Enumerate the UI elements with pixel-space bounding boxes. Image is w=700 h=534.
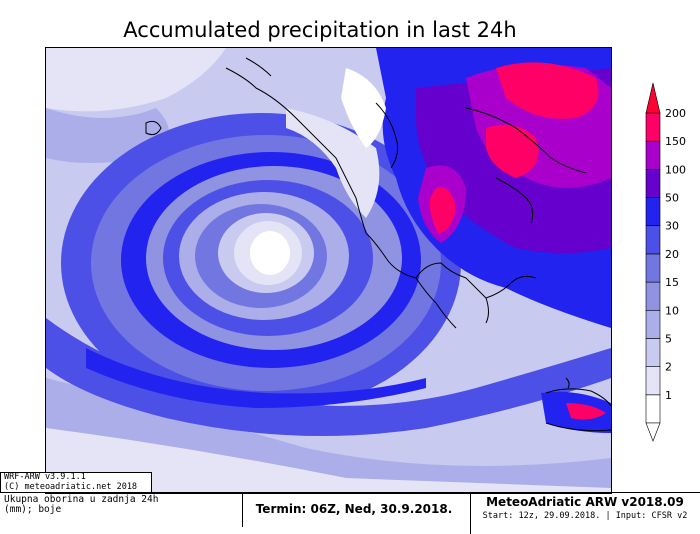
legend-svg: 1 2 5 10 15 20 30 50 100 150 200: [645, 82, 686, 442]
color-legend: 1 2 5 10 15 20 30 50 100 150 200: [645, 82, 700, 442]
description-box: Ukupna oborina u zadnja 24h (mm); boje: [0, 493, 243, 527]
legend-label-5: 5: [665, 332, 672, 345]
footer-bar: Ukupna oborina u zadnja 24h (mm); boje T…: [0, 492, 700, 534]
legend-max-arrow: [645, 82, 661, 114]
legend-label-15: 15: [665, 276, 679, 289]
legend-swatch-50: [645, 197, 661, 227]
legend-label-200: 200: [665, 107, 686, 120]
legend-swatch-30: [645, 225, 661, 255]
model-copyright: (C) meteoadriatic.net 2018: [4, 481, 138, 492]
legend-label-100: 100: [665, 163, 686, 176]
legend-label-1: 1: [665, 389, 672, 402]
brand-label: MeteoAdriatic ARW v2018.09: [486, 495, 684, 509]
model-version: WRF-ARW v3.9.1.1: [4, 472, 86, 482]
legend-swatch-100: [645, 169, 661, 198]
legend-swatch-5: [645, 338, 661, 367]
legend-swatch-1: [645, 394, 661, 424]
termin-label: Termin: 06Z, Ned, 30.9.2018.: [238, 493, 471, 534]
map-title: Accumulated precipitation in last 24h: [123, 18, 517, 42]
legend-label-150: 150: [665, 135, 686, 148]
description-line2: (mm); boje: [4, 504, 62, 515]
brand-box: MeteoAdriatic ARW v2018.09 Start: 12z, 2…: [470, 493, 700, 525]
description-line1: Ukupna oborina u zadnja 24h: [4, 494, 159, 505]
legend-label-50: 50: [665, 192, 679, 205]
legend-swatch-10: [645, 309, 661, 339]
legend-min-arrow: [645, 422, 661, 442]
legend-swatch-200: [645, 112, 661, 142]
legend-swatch-2: [645, 366, 661, 396]
model-info: WRF-ARW v3.9.1.1 (C) meteoadriatic.net 2…: [0, 472, 152, 492]
legend-label-30: 30: [665, 220, 679, 233]
legend-swatch-15: [645, 281, 661, 311]
legend-swatch-150: [645, 140, 661, 170]
legend-label-10: 10: [665, 304, 679, 317]
legend-label-20: 20: [665, 248, 679, 261]
start-label: Start: 12z, 29.09.2018. | Input: CFSR v2: [482, 511, 688, 521]
precipitation-field: [46, 48, 611, 493]
precipitation-map: [45, 47, 612, 494]
legend-swatch-20: [645, 253, 661, 283]
legend-label-2: 2: [665, 361, 672, 374]
